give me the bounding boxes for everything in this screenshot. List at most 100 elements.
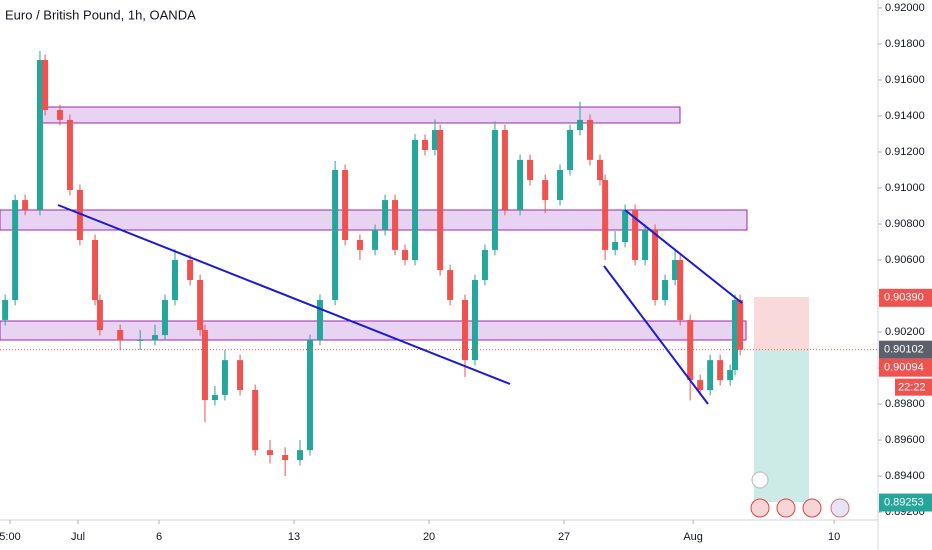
candle-body [382, 200, 389, 230]
time-axis [0, 520, 878, 550]
candle-body [402, 249, 409, 260]
x-tick-label: 5:00 [0, 531, 21, 543]
candle-body [697, 380, 704, 390]
candle-body [187, 260, 194, 280]
price-marker [879, 493, 932, 512]
candle-body [501, 130, 508, 210]
candle-body [717, 360, 724, 381]
candle-body [422, 139, 429, 150]
candle-body [306, 339, 313, 451]
y-tick-label: 0.89400 [885, 470, 925, 482]
candle-body [56, 110, 63, 120]
price-marker-label: 0.89253 [884, 496, 924, 508]
candle-body [602, 180, 609, 250]
candle-body [672, 260, 679, 280]
candle-body [92, 240, 99, 300]
stop-area [754, 297, 809, 350]
price-marker [879, 288, 932, 307]
candle-body [632, 209, 639, 260]
candle-body [517, 159, 524, 210]
chart-title: Euro / British Pound, 1h, OANDA [5, 7, 196, 22]
price-marker-label: 0.90102 [884, 344, 924, 356]
y-tick-label: 0.91400 [885, 110, 925, 122]
candle-body [161, 299, 168, 336]
event-icon [802, 498, 822, 518]
y-tick-label: 0.89800 [885, 398, 925, 410]
zone [39, 106, 681, 124]
trend-line [57, 204, 511, 385]
candle-body [211, 395, 218, 401]
countdown-box [895, 378, 932, 396]
price-marker [879, 358, 932, 377]
candle-body [412, 139, 419, 260]
candle-body [612, 241, 619, 250]
y-tick-label: 0.91600 [885, 74, 925, 86]
candle-body [372, 229, 379, 250]
y-tick-label: 0.89600 [885, 434, 925, 446]
candle-body [66, 119, 73, 190]
candle-body [332, 169, 339, 300]
candle-body [577, 119, 584, 130]
candle-body [22, 200, 29, 210]
candle-body [567, 130, 574, 170]
candle-body [2, 299, 9, 320]
trend-line [624, 209, 743, 304]
x-tick-label: 27 [558, 531, 570, 543]
drawings [57, 204, 743, 405]
candle-body [471, 279, 478, 361]
price-marker-label: 0.90094 [884, 362, 924, 374]
candle-body [356, 240, 363, 250]
y-tick-label: 0.90200 [885, 326, 925, 338]
candle-body [737, 299, 744, 350]
candle-body [542, 180, 549, 201]
candle-body [652, 229, 659, 300]
candle-body [282, 455, 289, 461]
trend-line [603, 265, 709, 405]
candle-body [237, 360, 244, 390]
candle-body [557, 169, 564, 201]
y-tick-label: 0.90600 [885, 254, 925, 266]
candle-body [171, 260, 178, 300]
y-tick-label: 0.91200 [885, 146, 925, 158]
candle-body [252, 390, 259, 451]
countdown: 22:22 [898, 382, 926, 394]
x-tick-label: 20 [423, 531, 435, 543]
candle-body [201, 330, 208, 401]
candle-body [447, 270, 454, 300]
plot [0, 106, 809, 502]
candle-body [267, 450, 274, 455]
y-tick-label: 0.91000 [885, 182, 925, 194]
candle-body [727, 370, 734, 381]
y-tick-label: 0.92000 [885, 2, 925, 14]
event-icon [830, 498, 850, 518]
price-axis [878, 0, 932, 550]
events [750, 471, 850, 518]
candle-body [76, 189, 83, 241]
candle-body [96, 299, 103, 331]
candle-body [642, 229, 649, 260]
x-tick-label: Jul [71, 531, 85, 543]
candles [0, 51, 878, 477]
candle-body [221, 360, 228, 396]
candle-body [527, 159, 534, 181]
candle-body [296, 450, 303, 461]
candle-body [662, 279, 669, 300]
candle-body [437, 130, 444, 271]
candle-body [392, 200, 399, 250]
candle-body [197, 279, 204, 331]
y-tick-label: 0.90800 [885, 218, 925, 230]
candle-body [432, 130, 439, 150]
candle-body [586, 119, 593, 160]
x-tick-label: 6 [156, 531, 162, 543]
event-icon [751, 471, 769, 489]
candle-body [151, 335, 158, 340]
candle-body [117, 330, 124, 340]
candle-body [596, 159, 603, 181]
candle-body [316, 299, 323, 340]
y-tick-label: 0.91800 [885, 38, 925, 50]
candle-body [42, 59, 49, 111]
candle-body [342, 169, 349, 241]
candle-body [707, 360, 714, 390]
